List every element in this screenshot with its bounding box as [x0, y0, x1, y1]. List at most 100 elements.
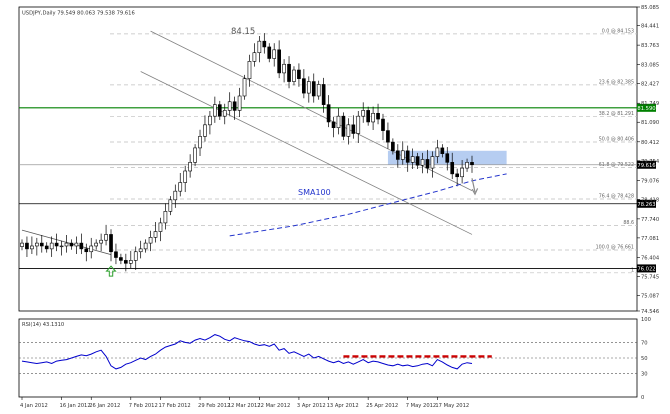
sma-label: SMA100 — [298, 188, 331, 197]
candle-body-43 — [232, 101, 237, 111]
price-tick-label-6: 81.090 — [641, 120, 659, 126]
candlesticks — [20, 33, 474, 272]
fibonacci-levels: 0.0 @ 84.153 23.6 @ 82.385 38.2 @ 81.291 50… — [110, 28, 637, 273]
candle-body-46 — [247, 61, 252, 79]
candle-body-32 — [178, 182, 183, 192]
time-tick-label-8: 3 Apr 2012 — [297, 403, 326, 409]
rsi-line — [21, 334, 473, 370]
candle-body-51 — [272, 49, 277, 59]
candle-body-79 — [410, 156, 415, 163]
candle-body-64 — [336, 115, 341, 129]
time-tick-label-9: 13 Apr 2012 — [327, 403, 359, 409]
candle-body-59 — [311, 81, 316, 97]
arrow-down-icon — [471, 188, 479, 196]
candle-body-39 — [213, 104, 217, 117]
candle-body-84 — [435, 147, 440, 157]
candle-body-9 — [64, 242, 69, 247]
candle-body-53 — [282, 63, 286, 74]
candle-body-10 — [69, 242, 74, 247]
candle-body-89 — [460, 167, 464, 178]
level-tag-1 — [637, 160, 656, 169]
price-tick-label-0: 85.085 — [641, 5, 659, 11]
price-tick-label-1: 84.441 — [641, 24, 659, 30]
candle-body-90 — [465, 162, 469, 169]
level-tag-2 — [637, 199, 656, 208]
candle-body-57 — [302, 78, 306, 94]
rsi-tick-label-2: 50 — [641, 356, 648, 362]
candle-body-61 — [321, 84, 326, 105]
fib-label-0: 0.0 @ 84.153 — [602, 28, 634, 34]
price-axis: 85.085 84.441 83.763 83.085 82.427 81.749 81.0… — [637, 5, 660, 315]
price-tick-label-11: 77.740 — [641, 217, 659, 223]
rsi-tick-label-4: 0 — [641, 395, 644, 401]
candle-body-21 — [124, 260, 128, 264]
candle-body-62 — [326, 104, 331, 123]
candle-body-88 — [455, 173, 459, 178]
candle-body-65 — [341, 115, 346, 137]
candle-body-3 — [35, 242, 39, 247]
candle-body-6 — [49, 242, 54, 250]
rsi-tick-label-0: 100 — [641, 317, 651, 323]
candle-body-80 — [415, 156, 420, 166]
level-value-1: 79.616 — [637, 163, 655, 169]
level-value-2: 78.263 — [637, 202, 655, 208]
candle-body-38 — [208, 115, 212, 126]
price-tick-label-10: 78.418 — [641, 197, 659, 203]
price-tick-label-3: 83.085 — [641, 63, 659, 69]
candle-body-34 — [188, 162, 192, 172]
time-tick-label-10: 25 Apr 2012 — [366, 403, 398, 409]
candle-body-22 — [128, 260, 133, 264]
candle-body-73 — [381, 118, 385, 131]
candle-body-45 — [242, 78, 247, 97]
time-tick-label-6: 12 Mar 2012 — [228, 403, 261, 409]
candle-body-67 — [351, 124, 356, 134]
candle-body-78 — [405, 150, 410, 163]
candle-body-68 — [356, 115, 361, 134]
candle-body-29 — [163, 211, 168, 224]
candle-body-27 — [153, 231, 158, 238]
price-tick-label-8: 79.754 — [641, 159, 660, 165]
candle-body-15 — [94, 242, 99, 247]
candle-body-30 — [168, 199, 173, 212]
candle-body-35 — [193, 147, 197, 163]
fib-label-2: 38.2 @ 81.291 — [599, 111, 634, 117]
candle-body-8 — [59, 245, 64, 248]
price-tick-label-14: 75.745 — [641, 274, 659, 280]
time-tick-label-0: 4 Jan 2012 — [20, 403, 48, 409]
candle-body-54 — [287, 63, 291, 82]
candle-body-87 — [450, 162, 455, 175]
candle-body-1 — [25, 242, 29, 250]
time-tick-label-2: 26 Jan 2012 — [89, 403, 120, 409]
candle-body-70 — [366, 110, 370, 123]
candle-body-14 — [89, 245, 94, 253]
price-tick-label-2: 83.763 — [641, 43, 659, 49]
candle-body-13 — [84, 248, 89, 253]
rsi-tick-label-1: 70 — [641, 340, 648, 346]
candle-body-60 — [316, 84, 321, 97]
candle-body-7 — [54, 242, 59, 247]
rsi-indicator: 100 70 50 30 0 — [19, 317, 651, 401]
price-tick-label-15: 75.087 — [641, 293, 659, 299]
fib-label-7: 100.0 @ 76.661 — [596, 244, 634, 250]
candle-body-76 — [395, 150, 400, 160]
candle-body-63 — [331, 121, 336, 129]
price-tick-label-16: 74.546 — [641, 309, 659, 315]
candle-body-12 — [79, 242, 84, 250]
price-pane[interactable] — [18, 6, 638, 312]
candle-body-2 — [30, 245, 34, 250]
candle-body-52 — [277, 49, 281, 74]
candle-body-26 — [148, 237, 153, 244]
annotations — [105, 178, 479, 277]
candle-body-85 — [440, 147, 445, 154]
candle-body-4 — [39, 242, 44, 247]
candle-body-48 — [257, 40, 262, 54]
candle-body-40 — [217, 104, 222, 117]
price-tick-label-4: 82.427 — [641, 82, 659, 88]
candle-body-20 — [119, 257, 123, 261]
candle-body-31 — [173, 190, 178, 201]
candle-body-25 — [143, 242, 148, 250]
level-tag-0 — [637, 103, 656, 112]
level-value-3: 76.022 — [637, 266, 655, 272]
